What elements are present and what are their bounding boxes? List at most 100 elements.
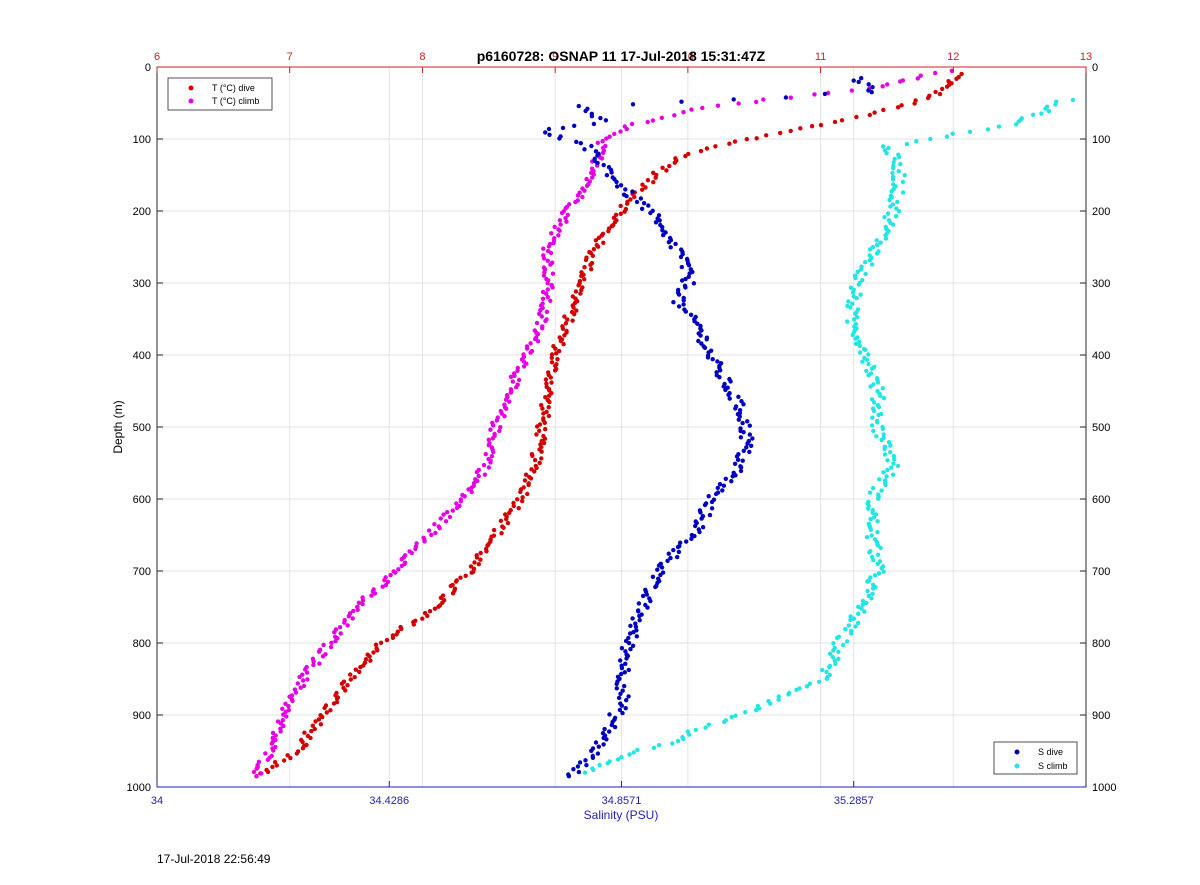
data-point	[869, 596, 874, 601]
data-point	[698, 510, 703, 515]
data-point	[298, 685, 303, 690]
data-point	[866, 88, 871, 93]
data-point	[645, 605, 650, 610]
data-point	[912, 101, 917, 106]
data-point	[300, 678, 306, 683]
data-point	[641, 201, 647, 206]
data-point	[616, 695, 622, 701]
data-point	[875, 380, 881, 385]
data-point	[707, 512, 713, 518]
data-point	[584, 763, 589, 768]
data-point	[371, 650, 376, 655]
data-point	[494, 418, 499, 423]
data-point	[857, 339, 862, 345]
data-point	[583, 108, 588, 114]
data-point	[539, 449, 544, 454]
series-s-climb	[582, 97, 1076, 775]
data-point	[855, 269, 860, 274]
data-point	[637, 613, 642, 619]
data-point	[869, 423, 875, 428]
data-point	[878, 240, 883, 245]
data-point	[595, 140, 600, 145]
y-tick-label-left: 700	[133, 566, 151, 578]
data-point	[1043, 106, 1048, 111]
data-point	[542, 436, 548, 441]
data-point	[818, 122, 824, 128]
data-point	[378, 640, 384, 645]
data-point	[856, 282, 862, 287]
data-point	[561, 341, 566, 347]
data-point	[542, 420, 547, 425]
data-point	[1039, 111, 1044, 116]
data-point	[853, 624, 858, 629]
data-point	[890, 177, 896, 182]
data-point	[874, 251, 880, 256]
data-point	[534, 424, 540, 429]
data-point	[631, 630, 636, 635]
data-point	[324, 710, 329, 715]
data-point	[409, 550, 414, 556]
y-tick-label-left: 200	[133, 206, 151, 218]
data-point	[786, 692, 791, 697]
data-point	[644, 592, 649, 597]
data-point	[871, 557, 876, 563]
data-point	[636, 609, 641, 614]
data-point	[892, 457, 897, 462]
data-point	[678, 254, 684, 260]
data-point	[595, 160, 600, 166]
data-point	[422, 539, 427, 544]
data-point	[574, 308, 579, 313]
data-point	[259, 771, 264, 776]
data-point	[425, 613, 430, 619]
data-point	[1030, 112, 1036, 118]
data-point	[676, 549, 682, 555]
data-point	[721, 384, 726, 389]
data-point	[414, 541, 419, 546]
data-point	[591, 121, 597, 127]
data-point	[875, 561, 881, 566]
data-point	[574, 139, 579, 145]
data-point	[665, 558, 670, 563]
data-point	[737, 414, 742, 419]
data-point	[702, 502, 708, 508]
data-point	[670, 741, 675, 746]
data-point	[290, 698, 295, 704]
data-point	[882, 452, 888, 457]
data-point	[687, 732, 692, 737]
data-point	[620, 710, 625, 716]
data-point	[776, 694, 781, 699]
data-point	[578, 291, 583, 296]
data-point	[353, 667, 358, 672]
data-point	[636, 601, 642, 606]
data-point	[740, 420, 745, 426]
data-point	[475, 478, 480, 484]
data-point	[866, 352, 871, 357]
data-point	[545, 258, 550, 263]
data-point	[555, 357, 560, 362]
data-point	[313, 719, 318, 724]
data-point	[854, 296, 859, 301]
data-point	[547, 393, 552, 398]
data-point	[874, 434, 879, 439]
data-point	[582, 188, 587, 193]
data-point	[856, 611, 861, 616]
data-point	[549, 352, 555, 357]
data-point	[588, 262, 593, 267]
data-point	[836, 656, 841, 661]
data-point	[607, 134, 612, 139]
data-point	[388, 572, 393, 578]
x-top-tick-label: 6	[154, 51, 160, 63]
data-point	[863, 260, 868, 265]
data-point	[817, 679, 822, 684]
data-point	[728, 379, 733, 384]
data-point	[491, 423, 496, 428]
data-point	[399, 563, 404, 569]
data-point	[848, 614, 853, 619]
data-point	[648, 210, 653, 216]
data-point	[688, 312, 694, 317]
data-point	[367, 654, 372, 659]
data-point	[693, 727, 698, 733]
data-point	[393, 570, 398, 575]
data-point	[563, 321, 569, 326]
